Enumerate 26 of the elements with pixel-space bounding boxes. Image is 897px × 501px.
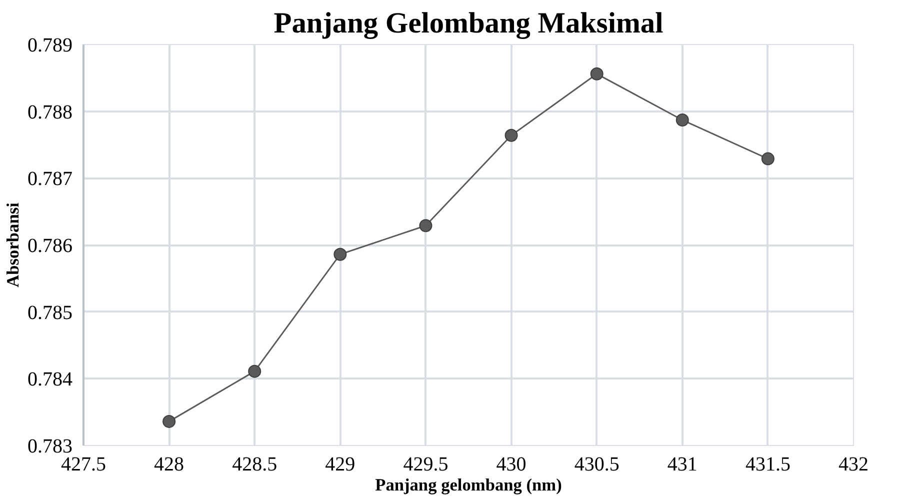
y-tick-label: 0.784 [28,368,72,391]
y-axis-title: Absorbansi [4,202,22,288]
point [248,364,262,378]
point [676,114,689,127]
x-tick-label: 428.5 [232,454,278,476]
point [334,248,347,261]
y-tick-label: 0.789 [28,34,72,56]
chart-title: Panjang Gelombang Maksimal [274,8,664,40]
x-axis-title: Panjang gelombang (nm) [375,476,562,494]
x-tick-label: 431.5 [745,454,790,476]
x-tick-label: 430 [496,454,526,476]
y-tick-label: 0.786 [28,235,72,257]
point [761,152,774,166]
y-tick-label: 0.785 [28,302,72,324]
point [590,67,604,80]
x-tick-label: 429 [325,454,356,476]
y-tick-label: 0.787 [28,168,72,190]
point [419,219,432,232]
x-tick-label: 429.5 [403,454,448,476]
x-tick-label: 431 [667,454,698,476]
y-tick-label: 0.788 [28,101,72,124]
x-tick-label: 432 [838,454,868,476]
x-tick-label: 430.5 [574,454,620,476]
point [162,414,176,428]
point [504,128,518,142]
x-tick-label: 428 [154,454,184,476]
